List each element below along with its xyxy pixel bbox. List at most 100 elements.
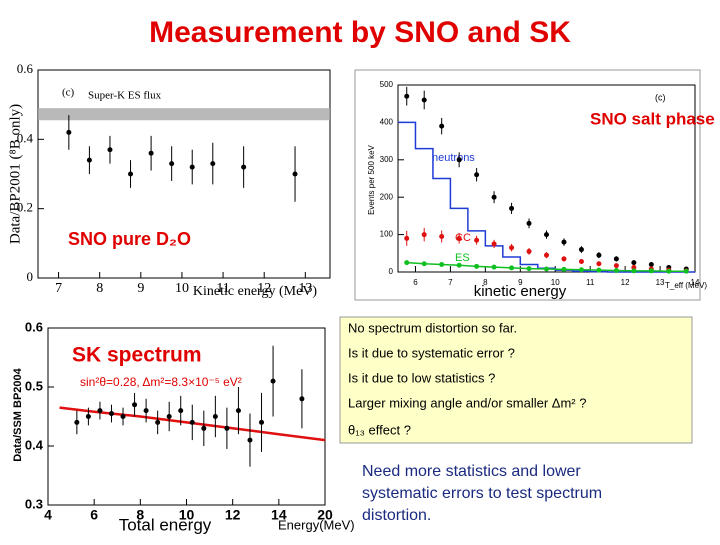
x-tick-label: 10 — [551, 278, 560, 287]
data-point — [544, 252, 549, 258]
data-point — [509, 245, 515, 251]
data-point — [235, 408, 241, 414]
x-tick-label: 10 — [179, 507, 195, 523]
panel-frame — [354, 69, 701, 301]
data-point — [561, 266, 567, 272]
x-axis-label: kinetic energy — [474, 283, 567, 300]
data-point — [224, 425, 230, 431]
band — [38, 108, 330, 121]
data-point — [491, 264, 497, 270]
note-box — [339, 316, 693, 444]
y-tick-label: 0.4 — [17, 130, 34, 145]
y-tick-label: 0 — [389, 267, 394, 276]
x-axis-label: Total energy — [119, 515, 212, 534]
data-point — [509, 205, 515, 211]
data-point — [132, 402, 138, 408]
data-point — [526, 248, 532, 254]
x-tick-label: 12 — [257, 281, 271, 296]
data-point — [474, 172, 480, 178]
annotation: T_eff (MeV) — [665, 281, 707, 290]
x-tick-label: 8 — [483, 278, 488, 287]
data-point — [578, 267, 584, 273]
data-point — [212, 414, 218, 419]
data-point — [148, 150, 154, 156]
data-point — [526, 266, 532, 272]
x-tick-label: 12 — [225, 507, 241, 523]
annotation: sin²θ=0.28, Δm²=8.3×10⁻⁵ eV² — [80, 375, 242, 389]
x-tick-label: 10 — [175, 281, 189, 296]
data-point — [189, 164, 195, 170]
plot-frame — [397, 84, 696, 273]
y-tick-label: 0.6 — [17, 61, 34, 76]
y-tick-label: 0 — [27, 269, 34, 284]
data-point — [491, 194, 497, 200]
data-point — [107, 147, 113, 153]
y-tick-label: 0.4 — [25, 437, 44, 452]
x-tick-label: 14 — [271, 507, 287, 523]
data-point — [421, 97, 427, 103]
data-point — [439, 123, 445, 129]
data-point — [259, 419, 265, 425]
x-tick-label: 20 — [317, 507, 333, 523]
data-point — [631, 268, 637, 274]
data-point — [456, 157, 462, 163]
x-tick-label: 13 — [298, 281, 312, 296]
data-point — [108, 411, 114, 417]
data-point — [299, 396, 305, 402]
y-tick-label: 200 — [380, 192, 394, 201]
chart-title: SK spectrum — [72, 344, 202, 367]
data-point — [613, 263, 619, 269]
step-line — [398, 121, 695, 273]
series-label: ES — [455, 252, 470, 264]
x-tick-label: 11 — [216, 281, 229, 296]
data-point — [66, 129, 72, 135]
x-tick-label: 11 — [586, 278, 595, 287]
slide-title: Measurement by SNO and SK — [149, 16, 571, 49]
data-point — [421, 261, 427, 267]
data-point — [404, 93, 410, 99]
data-point — [648, 268, 654, 274]
data-point — [241, 164, 247, 170]
data-point — [456, 262, 462, 268]
x-axis-label: Kinetic energy (MeV) — [193, 284, 317, 299]
data-point — [86, 157, 92, 163]
data-point — [201, 425, 207, 431]
data-point — [210, 161, 216, 167]
x-tick-label: 14 — [691, 278, 700, 287]
data-point — [474, 237, 480, 243]
data-point — [596, 267, 602, 273]
data-point — [456, 235, 462, 241]
series-label: CC — [455, 232, 471, 244]
plot-frame — [37, 69, 331, 279]
data-point — [85, 414, 91, 419]
x-tick-label: 9 — [518, 278, 523, 287]
data-point — [247, 437, 253, 443]
y-axis-label: Data/BP2001 (⁸B only) — [7, 104, 23, 244]
data-point — [169, 161, 175, 167]
data-point — [613, 268, 619, 274]
data-point — [491, 241, 497, 247]
data-point — [439, 233, 445, 239]
data-point — [561, 239, 567, 245]
y-tick-label: 400 — [380, 118, 394, 127]
series-label: neutrons — [432, 152, 475, 164]
note: Is it due to low statistics ? — [348, 370, 495, 385]
data-point — [544, 232, 549, 238]
data-point — [578, 247, 584, 253]
y-tick-label: 0.5 — [25, 378, 43, 393]
data-point — [648, 262, 654, 268]
data-point — [613, 256, 619, 262]
chart-title: SNO pure D₂O — [68, 229, 191, 249]
data-point — [74, 419, 80, 425]
y-tick-label: 0.3 — [25, 496, 43, 511]
data-point — [509, 265, 515, 271]
conclusion: distortion. — [362, 507, 431, 524]
data-point — [666, 268, 672, 274]
note: Larger mixing angle and/or smaller Δm² ? — [348, 395, 586, 410]
data-point — [439, 262, 445, 268]
data-point — [404, 260, 410, 266]
data-point — [128, 171, 134, 177]
conclusion: systematic errors to test spectrum — [362, 485, 602, 502]
x-tick-label: 12 — [621, 278, 630, 287]
